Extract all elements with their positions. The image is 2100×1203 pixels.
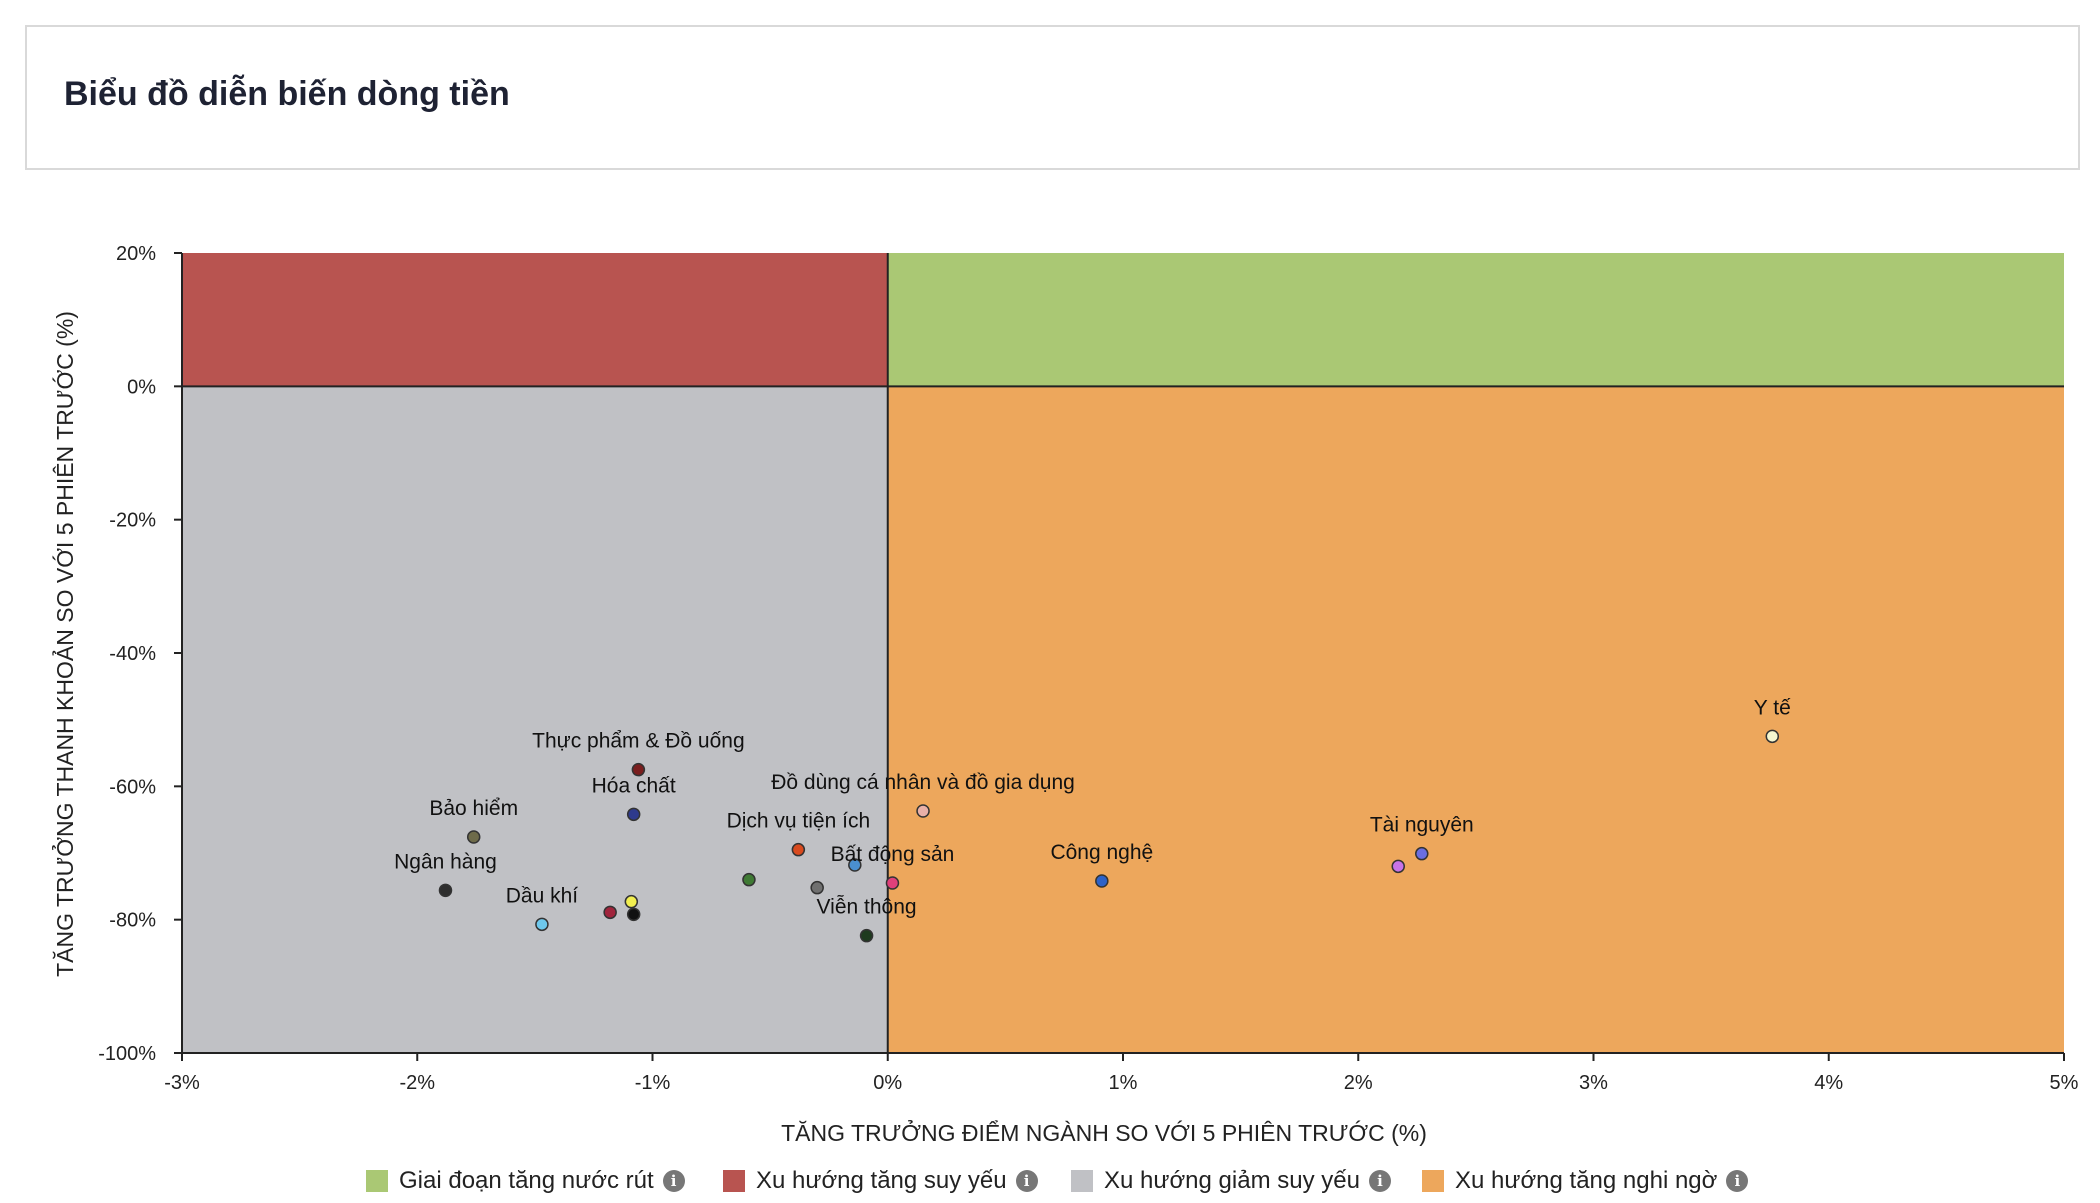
- data-point[interactable]: [848, 858, 862, 872]
- data-label: Dịch vụ tiện ích: [727, 810, 871, 833]
- y-tick-label: -80%: [109, 910, 156, 932]
- data-label: Đồ dùng cá nhân và đồ gia dụng: [771, 771, 1075, 794]
- y-tick-label: 0%: [127, 376, 156, 398]
- data-point[interactable]: [859, 928, 874, 943]
- legend-item-gray[interactable]: Xu hướng giảm suy yếu i: [1071, 1163, 1391, 1199]
- data-label: Thực phẩm & Đồ uống: [532, 730, 745, 753]
- legend-swatch: [366, 1170, 388, 1192]
- legend-item-red[interactable]: Xu hướng tăng suy yếu i: [723, 1163, 1038, 1199]
- data-point[interactable]: [631, 762, 646, 777]
- data-label: Bảo hiểm: [429, 797, 518, 820]
- data-label: Ngân hàng: [394, 850, 497, 873]
- legend-item-orange[interactable]: Xu hướng tăng nghi ngờ i: [1422, 1163, 1749, 1199]
- legend-swatch: [723, 1170, 745, 1192]
- legend-label: Xu hướng tăng nghi ngờ: [1455, 1167, 1718, 1194]
- data-label: Dầu khí: [506, 884, 579, 907]
- point-label-layer: Y tế Thực phẩm & Đồ uống Đồ dùng cá nhân v…: [394, 696, 1791, 918]
- x-tick-label: 3%: [1579, 1072, 1608, 1094]
- x-tick-label: -3%: [164, 1072, 200, 1094]
- legend-item-green[interactable]: Giai đoạn tăng nước rút i: [366, 1163, 685, 1199]
- quadrant-0: [887, 253, 2064, 387]
- data-point[interactable]: [1765, 729, 1780, 744]
- quadrant-2: [182, 386, 888, 1053]
- info-icon[interactable]: i: [1015, 1170, 1038, 1192]
- info-icon[interactable]: i: [1368, 1170, 1391, 1192]
- x-tick-label: 0%: [873, 1072, 902, 1094]
- legend-label: Xu hướng giảm suy yếu: [1104, 1167, 1360, 1194]
- quadrant-3: [887, 386, 2064, 1053]
- legend: Giai đoạn tăng nước rút i Xu hướng tăng …: [0, 1163, 1749, 1203]
- y-tick-label: -60%: [109, 776, 156, 798]
- data-point[interactable]: [916, 804, 930, 818]
- data-point[interactable]: [742, 872, 756, 887]
- data-label: Hóa chất: [592, 774, 676, 797]
- data-point[interactable]: [885, 876, 900, 890]
- data-point[interactable]: [1095, 874, 1109, 888]
- y-tick-label: -40%: [109, 643, 156, 665]
- y-tick-label: -100%: [98, 1043, 156, 1065]
- x-tick-label: -2%: [399, 1072, 435, 1094]
- x-tick-label: -1%: [635, 1072, 671, 1094]
- axis-layer: -3% -2% -1% 0% 1% 2% 3% 4% 5% 20% 0% -20% -40% -60% -8…: [98, 243, 2078, 1094]
- data-label: Tài nguyên: [1370, 814, 1474, 837]
- data-point[interactable]: [1391, 859, 1405, 874]
- data-point[interactable]: [810, 880, 824, 895]
- data-label: Bất động sản: [831, 843, 955, 866]
- data-point[interactable]: [438, 883, 453, 898]
- data-label: Công nghệ: [1050, 841, 1153, 864]
- info-icon[interactable]: i: [1726, 1170, 1749, 1192]
- quadrant-1: [182, 253, 888, 387]
- y-tick-label: -20%: [109, 510, 156, 532]
- scatter-chart: -3% -2% -1% 0% 1% 2% 3% 4% 5% 20% 0% -20% -40% -60% -8…: [50, 243, 2079, 1146]
- data-point[interactable]: [603, 905, 617, 920]
- page-title: Biểu đồ diễn biến dòng tiền: [64, 75, 510, 113]
- data-point[interactable]: [624, 894, 639, 909]
- header-box: Biểu đồ diễn biến dòng tiền: [25, 25, 2080, 170]
- x-tick-label: 2%: [1344, 1072, 1373, 1094]
- data-label: Y tế: [1754, 696, 1791, 719]
- legend-swatch: [1071, 1170, 1093, 1192]
- data-label: Viễn thông: [817, 896, 917, 919]
- data-point[interactable]: [791, 842, 806, 857]
- y-tick-label: 20%: [116, 243, 156, 265]
- data-point[interactable]: [535, 917, 549, 932]
- legend-label: Giai đoạn tăng nước rút: [399, 1167, 654, 1194]
- x-tick-label: 1%: [1109, 1072, 1138, 1094]
- x-axis-label: TĂNG TRƯỞNG ĐIỂM NGÀNH SO VỚI 5 PHIÊN TR…: [781, 1118, 1427, 1146]
- data-point[interactable]: [466, 830, 481, 844]
- x-tick-label: 5%: [2050, 1072, 2079, 1094]
- point-layer: [438, 729, 1780, 943]
- x-tick-label: 4%: [1814, 1072, 1843, 1094]
- legend-swatch: [1422, 1170, 1444, 1192]
- data-point[interactable]: [626, 907, 641, 922]
- quadrant-layer: [182, 253, 2064, 1053]
- info-icon[interactable]: i: [662, 1170, 685, 1192]
- data-point[interactable]: [1415, 846, 1429, 861]
- y-axis-label: TĂNG TRƯỞNG THANH KHOẢN SO VỚI 5 PHIÊN T…: [50, 311, 78, 977]
- legend-label: Xu hướng tăng suy yếu: [756, 1167, 1007, 1194]
- data-point[interactable]: [626, 807, 641, 822]
